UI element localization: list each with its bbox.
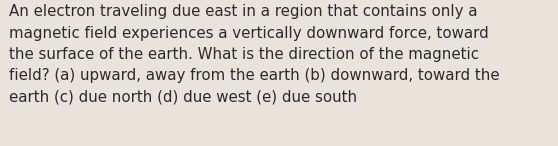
Text: An electron traveling due east in a region that contains only a
magnetic field e: An electron traveling due east in a regi… [9, 4, 499, 104]
